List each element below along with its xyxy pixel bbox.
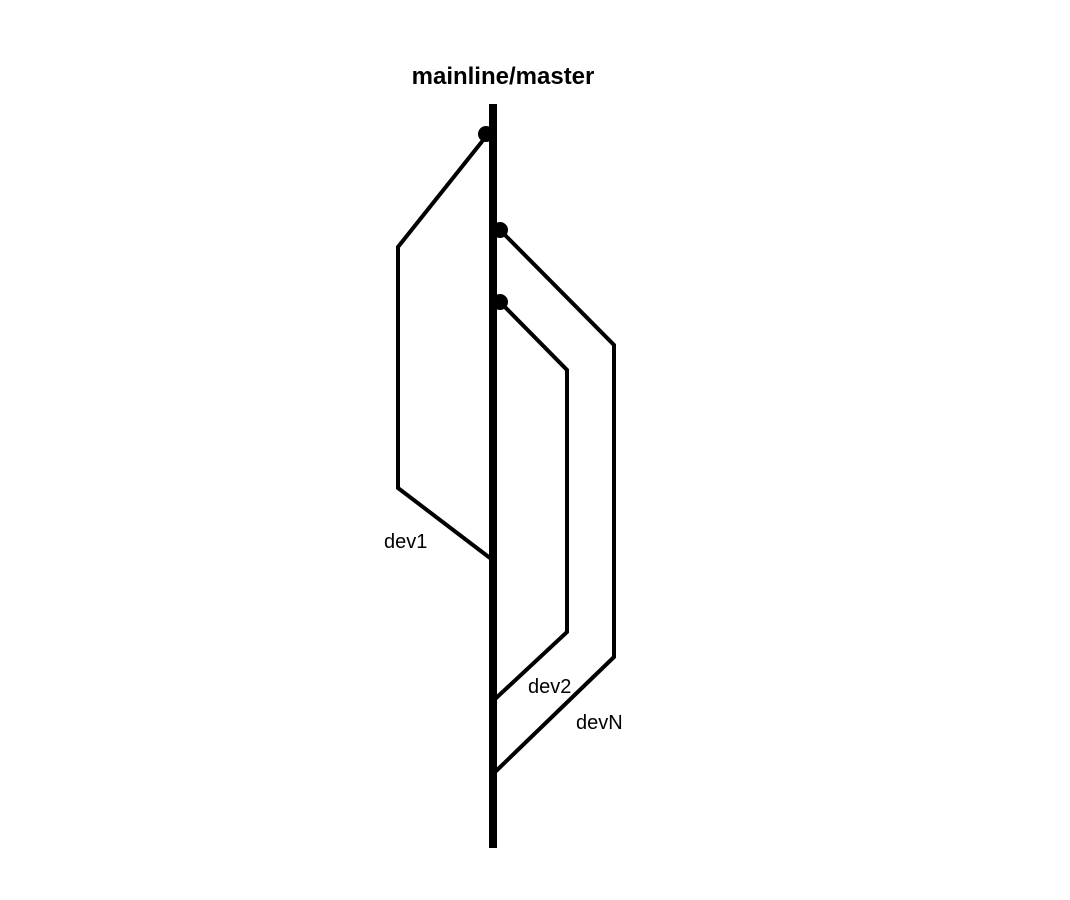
branch-label-dev1: dev1 xyxy=(384,531,427,553)
branch-point-dev1 xyxy=(478,126,494,142)
branch-label-dev2: dev2 xyxy=(528,676,571,698)
trunk-title: mainline/master xyxy=(412,63,595,90)
branch-label-devN: devN xyxy=(576,712,623,734)
branch-dev1-path xyxy=(396,132,492,560)
branch-dev2-path xyxy=(492,300,569,702)
branch-devN-path xyxy=(492,228,616,775)
branch-point-devN xyxy=(492,222,508,238)
branch-point-dev2 xyxy=(492,294,508,310)
